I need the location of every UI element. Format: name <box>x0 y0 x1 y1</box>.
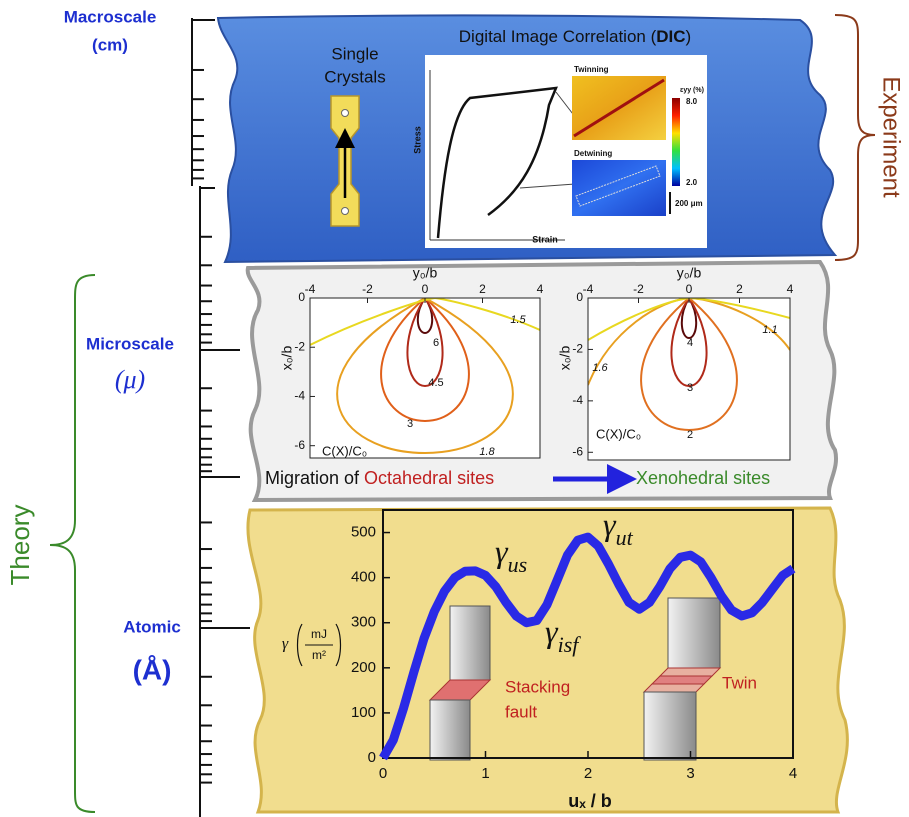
migration-caption: Migration of Octahedral sites <box>265 468 494 488</box>
scale-bar-label: 200 μm <box>675 199 703 208</box>
image-label: Detwining <box>574 149 612 158</box>
x-axis-label: Strain <box>532 234 558 244</box>
y-tick-label: 200 <box>351 659 376 676</box>
scale-label: Atomic <box>123 617 181 636</box>
x-tick-label: -4 <box>583 282 594 296</box>
title-bold: DIC <box>656 27 685 46</box>
twin-layer <box>644 684 704 692</box>
y-axis-label: x₀/b <box>557 346 573 371</box>
x-tick-label: 2 <box>479 282 486 296</box>
quantity-label: C(X)/C₀ <box>596 426 641 441</box>
y-axis-label: Stress <box>412 126 422 154</box>
y-tick-label: -2 <box>572 342 583 356</box>
x-tick-label: 4 <box>789 765 797 782</box>
y-tick-label: 0 <box>298 290 305 304</box>
caption-from: Octahedral sites <box>364 468 494 488</box>
inset-label: fault <box>505 702 537 721</box>
block <box>430 700 470 760</box>
x-tick-label: 0 <box>422 282 429 296</box>
y-tick-label: 500 <box>351 524 376 541</box>
unit-numerator: mJ <box>311 627 327 641</box>
colorbar <box>672 98 680 186</box>
unit-denominator: m² <box>312 648 326 662</box>
contour-label: 1.8 <box>479 446 495 458</box>
contour-label: 2 <box>687 429 693 441</box>
block <box>644 692 696 760</box>
y-tick-label: -4 <box>572 393 583 407</box>
contour-label: 1.6 <box>592 362 608 374</box>
y-tick-label: -4 <box>294 389 305 403</box>
theory-brace <box>50 275 95 812</box>
scale-unit: (μ) <box>115 365 145 394</box>
gamma-symbol: γ <box>282 636 289 653</box>
x-tick-label: 4 <box>537 282 544 296</box>
twin-layer <box>660 668 720 676</box>
annotation-subscript: isf <box>558 632 582 657</box>
y-tick-label: -2 <box>294 339 305 353</box>
inset-label: Twin <box>722 673 757 692</box>
experiment-brace <box>835 15 875 260</box>
contour-label: 4.5 <box>428 377 443 389</box>
x-axis-label: y₀/b <box>413 265 438 281</box>
x-axis-label: y₀/b <box>677 265 702 281</box>
quantity-label: C(X)/C₀ <box>322 443 367 458</box>
block <box>668 598 720 668</box>
experiment-label: Experiment <box>878 76 905 198</box>
y-tick-label: -6 <box>294 438 305 452</box>
figure: Macroscale (cm) Microscale (μ) Atomic (Å… <box>0 0 909 817</box>
annotation-subscript: ut <box>616 525 634 550</box>
x-axis-label: uₓ / b <box>568 791 612 811</box>
caption-to: Xenohedral sites <box>636 468 770 488</box>
x-tick-label: 1 <box>481 765 489 782</box>
contour-label: 4 <box>687 337 693 349</box>
contour-label: 3 <box>687 382 693 394</box>
colorbar-tick: 8.0 <box>686 97 698 106</box>
atomic-panel <box>248 508 847 812</box>
page: Macroscale (cm) Microscale (μ) Atomic (Å… <box>0 0 909 817</box>
x-tick-label: -2 <box>633 282 644 296</box>
contour-label: 6 <box>433 337 439 349</box>
y-tick-label: 400 <box>351 569 376 586</box>
contour-label: 1.5 <box>510 314 526 326</box>
caption-text: Migration of <box>265 468 364 488</box>
x-tick-label: 2 <box>584 765 592 782</box>
contour-label: 3 <box>407 418 413 430</box>
x-tick-label: 0 <box>686 282 693 296</box>
colorbar-tick: 2.0 <box>686 178 698 187</box>
grip-hole <box>342 208 349 215</box>
detwining-strain-map <box>572 160 666 216</box>
scale-label: Macroscale <box>64 7 157 26</box>
sample-label: Single <box>331 44 378 63</box>
plot-area <box>310 298 540 458</box>
colorbar-label: εyy (%) <box>680 87 704 94</box>
x-tick-label: 3 <box>686 765 694 782</box>
y-tick-label: 0 <box>576 290 583 304</box>
annotation-subscript: us <box>508 552 528 577</box>
title-text: ) <box>686 27 692 46</box>
y-tick-label: 300 <box>351 614 376 631</box>
x-tick-label: 0 <box>379 765 387 782</box>
image-label: Twinning <box>574 65 609 74</box>
scale-label: Microscale <box>86 334 174 353</box>
title-text: Digital Image Correlation ( <box>459 27 657 46</box>
twin-layer <box>652 676 712 684</box>
x-tick-label: -4 <box>305 282 316 296</box>
y-axis-label: x₀/b <box>279 346 295 371</box>
grip-hole <box>342 110 349 117</box>
y-tick-label: 100 <box>351 704 376 721</box>
contour-label: 1.1 <box>762 324 777 336</box>
inset-label: Stacking <box>505 677 570 696</box>
sample-label: Crystals <box>324 67 385 86</box>
x-tick-label: 4 <box>787 282 794 296</box>
y-tick-label: -6 <box>572 444 583 458</box>
y-tick-label: 0 <box>368 749 376 766</box>
x-tick-label: 2 <box>736 282 743 296</box>
scale-unit: (cm) <box>92 35 128 54</box>
theory-label: Theory <box>5 505 35 586</box>
scale-unit: (Å) <box>133 654 172 685</box>
x-tick-label: -2 <box>362 282 373 296</box>
dic-title: Digital Image Correlation (DIC) <box>459 27 691 46</box>
block <box>450 606 490 680</box>
